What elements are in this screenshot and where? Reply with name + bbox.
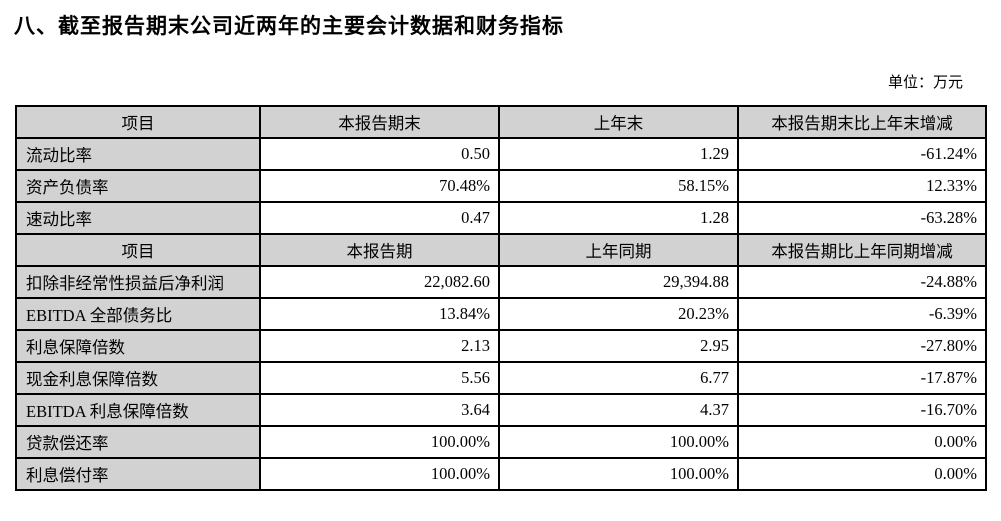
row-prior-cell: 100.00% [498,457,739,491]
row-prior-cell: 100.00% [498,425,739,459]
header-cell: 项目 [15,105,261,139]
table-row: EBITDA 全部债务比 13.84% 20.23% -6.39% [15,297,987,331]
row-current-cell: 0.47 [259,201,500,235]
table-row: 现金利息保障倍数 5.56 6.77 -17.87% [15,361,987,395]
table-row: 扣除非经常性损益后净利润 22,082.60 29,394.88 -24.88% [15,265,987,299]
table-row: 速动比率 0.47 1.28 -63.28% [15,201,987,235]
header-cell: 项目 [15,233,261,267]
table-header-row: 项目 本报告期末 上年末 本报告期末比上年末增减 [15,105,987,139]
row-label-cell: 资产负债率 [15,169,261,203]
row-current-cell: 2.13 [259,329,500,363]
row-label-cell: EBITDA 全部债务比 [15,297,261,331]
header-cell: 本报告期 [259,233,500,267]
row-label-cell: 速动比率 [15,201,261,235]
row-change-cell: 12.33% [737,169,987,203]
row-prior-cell: 20.23% [498,297,739,331]
row-label-cell: 现金利息保障倍数 [15,361,261,395]
row-prior-cell: 58.15% [498,169,739,203]
table-row: 贷款偿还率 100.00% 100.00% 0.00% [15,425,987,459]
row-label-cell: EBITDA 利息保障倍数 [15,393,261,427]
row-current-cell: 3.64 [259,393,500,427]
row-current-cell: 70.48% [259,169,500,203]
financial-table-body: 项目 本报告期末 上年末 本报告期末比上年末增减 流动比率 0.50 1.29 -61.24%… [15,105,987,491]
row-current-cell: 100.00% [259,457,500,491]
row-label-cell: 利息保障倍数 [15,329,261,363]
header-cell: 本报告期比上年同期增减 [737,233,987,267]
row-label-cell: 扣除非经常性损益后净利润 [15,265,261,299]
row-prior-cell: 1.29 [498,137,739,171]
row-prior-cell: 4.37 [498,393,739,427]
header-cell: 上年同期 [498,233,739,267]
row-label-cell: 流动比率 [15,137,261,171]
header-cell: 本报告期末 [259,105,500,139]
table-row: 利息保障倍数 2.13 2.95 -27.80% [15,329,987,363]
row-current-cell: 0.50 [259,137,500,171]
row-label-cell: 贷款偿还率 [15,425,261,459]
row-label-cell: 利息偿付率 [15,457,261,491]
table-header-row: 项目 本报告期 上年同期 本报告期比上年同期增减 [15,233,987,267]
table-row: EBITDA 利息保障倍数 3.64 4.37 -16.70% [15,393,987,427]
financial-indicators-table: 项目 本报告期末 上年末 本报告期末比上年末增减 流动比率 0.50 1.29 -61.24%… [15,105,987,491]
section-title: 八、截至报告期末公司近两年的主要会计数据和财务指标 [14,14,564,38]
row-current-cell: 22,082.60 [259,265,500,299]
row-change-cell: -61.24% [737,137,987,171]
row-change-cell: 0.00% [737,425,987,459]
row-change-cell: -16.70% [737,393,987,427]
row-change-cell: -17.87% [737,361,987,395]
row-change-cell: -6.39% [737,297,987,331]
row-current-cell: 100.00% [259,425,500,459]
row-prior-cell: 29,394.88 [498,265,739,299]
row-change-cell: 0.00% [737,457,987,491]
row-change-cell: -24.88% [737,265,987,299]
header-cell: 上年末 [498,105,739,139]
row-change-cell: -27.80% [737,329,987,363]
header-cell: 本报告期末比上年末增减 [737,105,987,139]
document-page: { "page": { "title": "八、截至报告期末公司近两年的主要会计… [0,13,1001,521]
row-prior-cell: 1.28 [498,201,739,235]
row-prior-cell: 6.77 [498,361,739,395]
unit-label: 单位：万元 [887,75,963,91]
table-row: 利息偿付率 100.00% 100.00% 0.00% [15,457,987,491]
row-current-cell: 13.84% [259,297,500,331]
row-prior-cell: 2.95 [498,329,739,363]
row-change-cell: -63.28% [737,201,987,235]
table-row: 流动比率 0.50 1.29 -61.24% [15,137,987,171]
row-current-cell: 5.56 [259,361,500,395]
table-row: 资产负债率 70.48% 58.15% 12.33% [15,169,987,203]
